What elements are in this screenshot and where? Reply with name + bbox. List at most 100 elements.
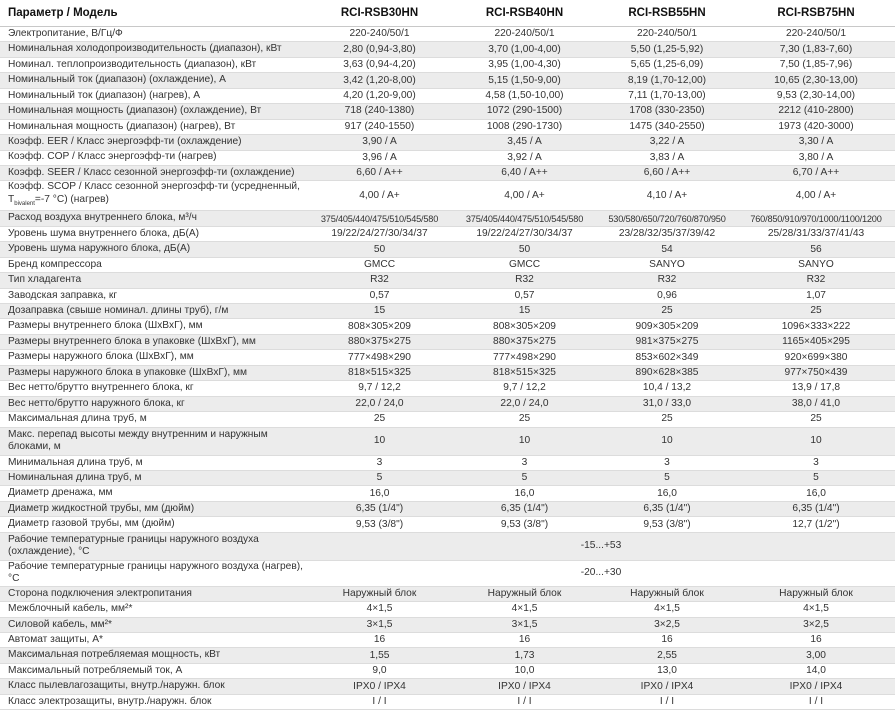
- model-header: RCI-RSB30HN: [307, 0, 452, 27]
- parameter-label: Коэфф. EER / Класс энергоэфф-ти (охлажде…: [0, 134, 307, 151]
- parameter-label-text: Вес нетто/брутто внутреннего блока, кг: [8, 382, 194, 394]
- parameter-label-text: Размеры внутреннего блока (ШхВхГ), мм: [8, 320, 203, 332]
- value-cell: 4,20 (1,20-9,00): [307, 88, 452, 105]
- value-cell: 25: [737, 411, 895, 428]
- value-cell: Наружный блок: [597, 586, 737, 603]
- parameter-label-text: Дозаправка (свыше номинал. длины труб), …: [8, 305, 229, 316]
- value-cell: 853×602×349: [597, 349, 737, 366]
- value-cell: 3×2,5: [597, 617, 737, 634]
- value-cell: 777×498×290: [452, 349, 597, 366]
- value-cell: 10: [452, 427, 597, 456]
- value-cell: 1165×405×295: [737, 334, 895, 351]
- value-cell: 777×498×290: [307, 349, 452, 366]
- table-row: Сторона подключения электропитания Наружн…: [0, 586, 895, 603]
- parameter-label: Сторона подключения электропитания: [0, 586, 307, 603]
- value-cell: 3,92 / A: [452, 150, 597, 166]
- table-row: Номинальный ток (диапазон) (охлаждение),…: [0, 72, 895, 89]
- parameter-label-text: =-7 °С) (нагрев): [34, 193, 109, 205]
- parameter-label: Коэфф. COP / Класс энергоэфф-ти (нагрев): [0, 150, 307, 166]
- value-cell: GMCC: [452, 257, 597, 274]
- parameter-label-text: Макс. перепад высоты между внутренним и …: [8, 428, 268, 453]
- table-row: Номинальный ток (диапазон) (нагрев), А 4,…: [0, 88, 895, 105]
- value-cell: 3,90 / A: [307, 134, 452, 151]
- value-cell: 3×1,5: [307, 617, 452, 634]
- value-cell: 5: [597, 470, 737, 487]
- value-cell: 7,30 (1,83-7,60): [737, 41, 895, 58]
- parameter-label-text: Рабочие температурные границы наружного …: [8, 533, 259, 558]
- value-cell: 1,55: [307, 647, 452, 664]
- parameter-label-text: Класс электрозащиты, внутр./наружн. блок: [8, 695, 212, 707]
- value-cell: I / I: [597, 694, 737, 710]
- table-row: Размеры наружного блока (ШхВхГ), мм 777×4…: [0, 349, 895, 366]
- model-header: RCI-RSB75HN: [737, 0, 895, 27]
- value-cell: 50: [307, 241, 452, 258]
- parameter-label: Размеры внутреннего блока в упаковке (Шх…: [0, 334, 307, 351]
- spec-body: Электропитание, В/Гц/Ф 220-240/50/1 220-24…: [0, 26, 895, 710]
- value-cell: 718 (240-1380): [307, 103, 452, 120]
- value-cell: 3×2,5: [737, 617, 895, 634]
- value-cell: 4,10 / A+: [597, 180, 737, 212]
- table-row: Коэфф. SEER / Класс сезонной энергоэфф-т…: [0, 165, 895, 182]
- value-cell: 808×305×209: [307, 318, 452, 335]
- value-cell: 7,11 (1,70-13,00): [597, 88, 737, 105]
- parameter-label-text: Электропитание, В/Гц/Ф: [8, 27, 123, 39]
- value-cell: Наружный блок: [452, 586, 597, 603]
- value-cell: 3: [452, 455, 597, 471]
- value-cell: 880×375×275: [452, 334, 597, 351]
- parameter-label-text: Размеры наружного блока в упаковке (ШхВх…: [8, 366, 248, 378]
- parameter-label: Максимальная длина труб, м: [0, 411, 307, 428]
- parameter-label: Заводская заправка, кг: [0, 288, 307, 305]
- table-row: Тип хладагента R32 R32 R32 R32: [0, 272, 895, 289]
- value-cell: 7,50 (1,85-7,96): [737, 57, 895, 74]
- parameter-label: Макс. перепад высоты между внутренним и …: [0, 427, 307, 456]
- value-cell: 4,58 (1,50-10,00): [452, 88, 597, 105]
- value-cell: IPX0 / IPX4: [597, 678, 737, 695]
- value-cell: 3,80 / A: [737, 150, 895, 166]
- table-row: Рабочие температурные границы наружного …: [0, 532, 895, 561]
- value-cell: 6,35 (1/4"): [452, 501, 597, 518]
- parameter-label: Диаметр газовой трубы, мм (дюйм): [0, 516, 307, 533]
- table-row: Коэфф. EER / Класс энергоэфф-ти (охлажде…: [0, 134, 895, 151]
- parameter-label-text: Номинальная длина труб, м: [8, 471, 142, 483]
- value-cell: 12,7 (1/2"): [737, 516, 895, 533]
- parameter-label: Диаметр дренажа, мм: [0, 485, 307, 502]
- value-cell: 0,57: [307, 288, 452, 305]
- parameter-label-text: Номинальная мощность (диапазон) (охлажде…: [8, 105, 262, 117]
- value-cell: 6,35 (1/4"): [597, 501, 737, 518]
- parameter-label-text: Тип хладагента: [8, 274, 82, 286]
- value-cell: 4×1,5: [452, 601, 597, 618]
- spanned-value-cell: -15...+53: [307, 532, 895, 561]
- parameter-label: Максимальный потребляемый ток, А: [0, 663, 307, 680]
- parameter-label-text: Вес нетто/брутто наружного блока, кг: [8, 397, 185, 409]
- parameter-label: Рабочие температурные границы наружного …: [0, 560, 307, 587]
- table-row: Бренд компрессора GMCC GMCC SANYO SANYO: [0, 257, 895, 274]
- table-row: Номинальная мощность (диапазон) (нагрев)…: [0, 119, 895, 136]
- parameter-label: Размеры внутреннего блока (ШхВхГ), мм: [0, 318, 307, 335]
- value-cell: 818×515×325: [307, 365, 452, 382]
- value-cell: 909×305×209: [597, 318, 737, 335]
- value-cell: 38,0 / 41,0: [737, 396, 895, 413]
- parameter-label: Уровень шума внутреннего блока, дБ(А): [0, 226, 307, 243]
- value-cell: 6,35 (1/4"): [737, 501, 895, 518]
- value-cell: 25: [307, 411, 452, 428]
- value-cell: 3,22 / A: [597, 134, 737, 151]
- parameter-label-text: Диаметр газовой трубы, мм (дюйм): [8, 518, 175, 530]
- value-cell: SANYO: [737, 257, 895, 274]
- value-cell: 981×375×275: [597, 334, 737, 351]
- value-cell: 1973 (420-3000): [737, 119, 895, 136]
- value-cell: SANYO: [597, 257, 737, 274]
- value-cell: 3,42 (1,20-8,00): [307, 72, 452, 89]
- parameter-label: Номинальный ток (диапазон) (нагрев), А: [0, 88, 307, 105]
- parameter-label: Размеры наружного блока (ШхВхГ), мм: [0, 349, 307, 366]
- table-row: Максимальный потребляемый ток, А 9,0 10,0 1…: [0, 663, 895, 680]
- table-row: Номинальная мощность (диапазон) (охлажде…: [0, 103, 895, 120]
- value-cell: 16,0: [597, 485, 737, 502]
- value-cell: 22,0 / 24,0: [307, 396, 452, 413]
- value-cell: 2,80 (0,94-3,80): [307, 41, 452, 58]
- value-cell: 5,65 (1,25-6,09): [597, 57, 737, 74]
- value-cell: 1072 (290-1500): [452, 103, 597, 120]
- parameter-label-text: Номинальная мощность (диапазон) (нагрев)…: [8, 120, 236, 132]
- value-cell: Наружный блок: [307, 586, 452, 603]
- value-cell: Наружный блок: [737, 586, 895, 603]
